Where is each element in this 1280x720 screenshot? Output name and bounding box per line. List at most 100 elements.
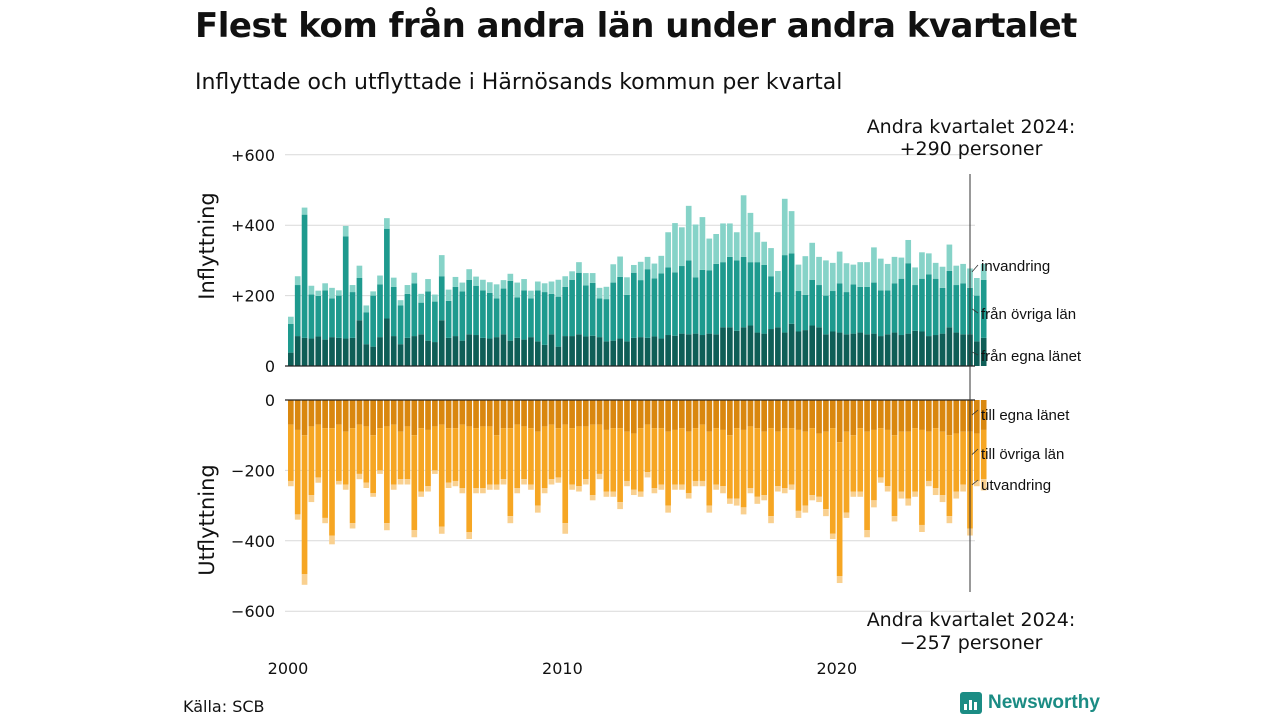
bar-utvandring xyxy=(747,488,754,494)
bar-invandring xyxy=(836,251,843,284)
bar-till-egna-lanet xyxy=(342,400,349,432)
bar-till-ovriga-lan xyxy=(829,428,836,534)
bar-utvandring xyxy=(459,488,466,494)
bar-invandring xyxy=(692,224,699,278)
bar-till-egna-lanet xyxy=(555,400,562,429)
bar-fran-egna-lanet xyxy=(871,333,877,366)
bar-fran-ovriga-lan xyxy=(569,279,575,337)
annotation-top-line1: Andra kvartalet 2024: xyxy=(867,116,1076,138)
bar-utvandring xyxy=(919,524,925,532)
y-tick-label: +600 xyxy=(231,146,275,165)
bar-invandring xyxy=(342,225,349,237)
bar-utvandring xyxy=(301,574,308,585)
bar-till-ovriga-lan xyxy=(727,435,733,499)
bar-fran-ovriga-lan xyxy=(713,263,719,335)
bar-till-ovriga-lan xyxy=(438,424,445,527)
bar-fran-egna-lanet xyxy=(980,337,987,366)
bar-utvandring xyxy=(390,484,397,490)
bar-fran-ovriga-lan xyxy=(631,272,637,338)
bar-utvandring xyxy=(418,491,424,497)
bar-fran-egna-lanet xyxy=(528,337,534,366)
bar-fran-ovriga-lan xyxy=(349,292,356,338)
bar-till-egna-lanet xyxy=(864,400,870,432)
bar-fran-ovriga-lan xyxy=(953,285,960,333)
series-label: från egna länet xyxy=(981,348,1082,365)
bar-fran-egna-lanet xyxy=(692,333,699,366)
bar-fran-egna-lanet xyxy=(500,334,507,366)
bar-till-ovriga-lan xyxy=(397,431,404,480)
leader-line xyxy=(971,409,979,416)
bar-fran-ovriga-lan xyxy=(795,291,802,332)
bar-till-egna-lanet xyxy=(919,400,925,430)
bar-till-egna-lanet xyxy=(329,400,335,429)
y-axis-title: Inflyttning xyxy=(195,192,219,299)
bar-till-egna-lanet xyxy=(432,400,438,427)
bar-utvandring xyxy=(665,505,671,513)
bar-fran-egna-lanet xyxy=(658,338,665,366)
annotation-bottom-line2: −257 personer xyxy=(900,632,1043,654)
bar-till-egna-lanet xyxy=(576,400,582,427)
bar-fran-egna-lanet xyxy=(754,332,761,366)
bar-utvandring xyxy=(486,484,493,490)
y-tick-label: −400 xyxy=(231,532,275,551)
bar-invandring xyxy=(329,287,335,299)
bar-invandring xyxy=(617,256,623,277)
bar-invandring xyxy=(486,282,493,293)
bar-utvandring xyxy=(631,489,637,496)
bar-fran-egna-lanet xyxy=(329,337,335,366)
bar-fran-egna-lanet xyxy=(363,344,370,366)
bar-utvandring xyxy=(569,484,575,490)
bar-till-egna-lanet xyxy=(562,400,569,425)
bar-till-ovriga-lan xyxy=(809,428,816,496)
bar-fran-egna-lanet xyxy=(637,337,644,366)
bar-invandring xyxy=(425,279,431,292)
bar-fran-egna-lanet xyxy=(521,339,527,366)
bar-fran-egna-lanet xyxy=(445,337,452,366)
bar-till-egna-lanet xyxy=(884,400,891,430)
bar-fran-egna-lanet xyxy=(953,332,960,366)
bar-till-ovriga-lan xyxy=(624,431,630,481)
bar-utvandring xyxy=(658,484,665,490)
bar-till-egna-lanet xyxy=(390,400,397,425)
bar-invandring xyxy=(727,223,733,257)
bar-utvandring xyxy=(411,530,418,538)
bar-fran-ovriga-lan xyxy=(493,298,500,338)
bar-invandring xyxy=(699,217,706,270)
bar-utvandring xyxy=(315,477,322,483)
bar-invandring xyxy=(685,205,692,261)
bar-fran-egna-lanet xyxy=(377,337,383,366)
bar-fran-egna-lanet xyxy=(534,341,541,366)
bar-fran-ovriga-lan xyxy=(699,269,706,336)
bar-fran-egna-lanet xyxy=(706,333,713,366)
bar-till-ovriga-lan xyxy=(493,435,500,485)
bar-fran-ovriga-lan xyxy=(658,273,665,339)
bar-fran-ovriga-lan xyxy=(411,283,418,337)
bar-fran-ovriga-lan xyxy=(342,236,349,339)
bar-fran-ovriga-lan xyxy=(781,255,788,333)
bar-invandring xyxy=(919,252,925,279)
bar-till-egna-lanet xyxy=(850,400,857,436)
bar-fran-egna-lanet xyxy=(974,341,980,366)
bar-fran-ovriga-lan xyxy=(809,279,816,326)
bar-fran-egna-lanet xyxy=(679,333,685,366)
bar-fran-egna-lanet xyxy=(411,336,418,366)
bar-invandring xyxy=(884,263,891,291)
bar-invandring xyxy=(528,290,534,299)
bar-till-egna-lanet xyxy=(925,400,932,432)
bar-utvandring xyxy=(864,530,870,538)
bar-till-egna-lanet xyxy=(857,400,864,429)
bar-utvandring xyxy=(754,496,761,504)
bar-till-ovriga-lan xyxy=(342,431,349,485)
bar-fran-ovriga-lan xyxy=(329,298,335,338)
bar-fran-ovriga-lan xyxy=(603,299,610,342)
tick-labels: 0 +200 +400 +600 0 −200 −400 −600 Inflyttning Utf… xyxy=(195,146,857,678)
bar-utvandring xyxy=(727,498,733,504)
bar-fran-ovriga-lan xyxy=(404,293,411,338)
bar-fran-egna-lanet xyxy=(582,336,589,366)
bar-invandring xyxy=(665,232,671,268)
bar-utvandring xyxy=(699,480,706,487)
bar-utvandring xyxy=(473,488,479,494)
bar-till-egna-lanet xyxy=(788,400,795,429)
bar-fran-ovriga-lan xyxy=(308,294,315,339)
